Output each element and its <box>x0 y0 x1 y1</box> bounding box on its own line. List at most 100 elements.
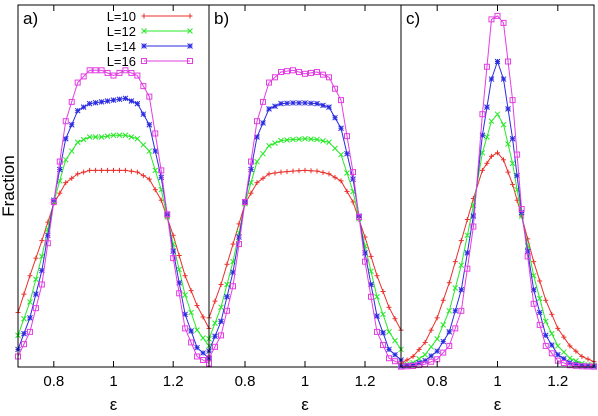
data-point-marker <box>470 223 477 230</box>
data-point-marker <box>464 232 471 239</box>
data-point-marker <box>212 333 218 340</box>
data-point-marker <box>200 314 206 320</box>
x-tick-label: 0.8 <box>43 373 64 390</box>
data-point-marker <box>536 321 543 328</box>
data-point-marker <box>116 132 123 139</box>
data-point-marker <box>428 343 435 350</box>
data-point-marker <box>99 167 105 173</box>
data-point-marker <box>567 355 573 362</box>
data-point-marker <box>284 169 290 175</box>
data-point-marker <box>74 79 81 86</box>
data-point-marker <box>140 111 147 118</box>
data-point-marker <box>579 353 585 359</box>
data-point-marker <box>26 328 33 335</box>
data-point-marker <box>194 303 200 309</box>
data-point-marker <box>62 135 69 142</box>
data-point-marker <box>332 85 338 92</box>
data-point-marker <box>548 330 555 337</box>
data-point-marker <box>218 304 224 311</box>
data-point-marker <box>224 293 230 300</box>
data-point-marker <box>134 72 141 79</box>
data-point-marker <box>187 28 193 34</box>
data-point-marker <box>110 72 117 79</box>
data-point-marker <box>566 362 573 369</box>
data-point-marker <box>44 240 51 247</box>
x-tick-label: 1.2 <box>355 373 376 390</box>
data-point-marker <box>284 68 290 75</box>
data-point-marker <box>542 332 549 339</box>
data-point-marker <box>158 167 165 174</box>
data-point-marker <box>500 19 507 26</box>
data-point-marker <box>296 100 302 106</box>
data-point-marker <box>104 133 111 139</box>
data-point-marker <box>386 329 392 335</box>
data-point-marker <box>74 107 81 114</box>
data-point-marker <box>128 168 134 174</box>
panel-label: c) <box>406 9 420 28</box>
data-point-marker <box>410 362 417 369</box>
data-point-marker <box>98 67 105 74</box>
data-point-marker <box>98 99 105 105</box>
data-point-marker <box>368 268 374 275</box>
data-point-marker <box>561 334 567 340</box>
data-point-marker <box>386 346 392 353</box>
data-point-marker <box>212 343 218 350</box>
data-point-marker <box>242 198 248 205</box>
series-line <box>400 15 595 368</box>
data-point-marker <box>380 289 386 295</box>
data-point-marker <box>320 102 326 109</box>
data-point-marker <box>278 69 284 76</box>
data-point-marker <box>284 137 290 143</box>
data-point-marker <box>488 153 494 159</box>
data-point-marker <box>452 259 458 265</box>
data-point-marker <box>440 297 446 303</box>
data-point-marker <box>236 241 242 248</box>
series-l-14 <box>15 95 212 362</box>
data-point-marker <box>146 148 153 154</box>
data-point-marker <box>266 79 272 86</box>
data-point-marker <box>326 171 332 177</box>
data-point-marker <box>494 111 501 118</box>
data-point-marker <box>404 363 411 370</box>
data-point-marker <box>290 168 296 174</box>
data-point-marker <box>524 253 531 260</box>
data-point-marker <box>326 104 332 111</box>
data-point-marker <box>434 315 440 321</box>
data-point-marker <box>404 357 410 363</box>
data-point-marker <box>187 43 193 49</box>
data-point-marker <box>104 69 111 76</box>
x-axis-label: ε <box>301 395 309 414</box>
data-point-marker <box>80 104 87 111</box>
data-point-marker <box>488 76 495 82</box>
x-tick-label: 1.2 <box>163 373 184 390</box>
data-point-marker <box>128 134 135 140</box>
data-point-marker <box>536 295 543 302</box>
data-point-marker <box>86 67 93 74</box>
data-point-marker <box>440 338 447 345</box>
data-point-marker <box>314 168 320 174</box>
data-point-marker <box>452 325 459 332</box>
data-point-marker <box>302 70 308 77</box>
data-point-marker <box>296 168 302 174</box>
data-point-marker <box>200 356 207 363</box>
data-point-marker <box>218 281 224 287</box>
data-point-marker <box>464 265 471 272</box>
data-point-marker <box>272 74 278 81</box>
data-point-marker <box>128 69 135 76</box>
data-point-marker <box>68 148 75 154</box>
data-point-marker <box>57 190 63 196</box>
legend-entry: L=12 <box>107 24 193 39</box>
data-point-marker <box>368 253 374 259</box>
data-point-marker <box>524 248 531 254</box>
data-point-marker <box>505 106 511 112</box>
data-point-marker <box>200 335 206 341</box>
data-point-marker <box>260 98 266 105</box>
data-point-marker <box>92 99 99 106</box>
data-point-marker <box>74 139 81 146</box>
data-point-marker <box>86 134 93 140</box>
data-point-marker <box>386 304 392 310</box>
data-point-marker <box>446 307 453 314</box>
data-point-marker <box>428 353 435 359</box>
data-point-marker <box>542 342 549 349</box>
